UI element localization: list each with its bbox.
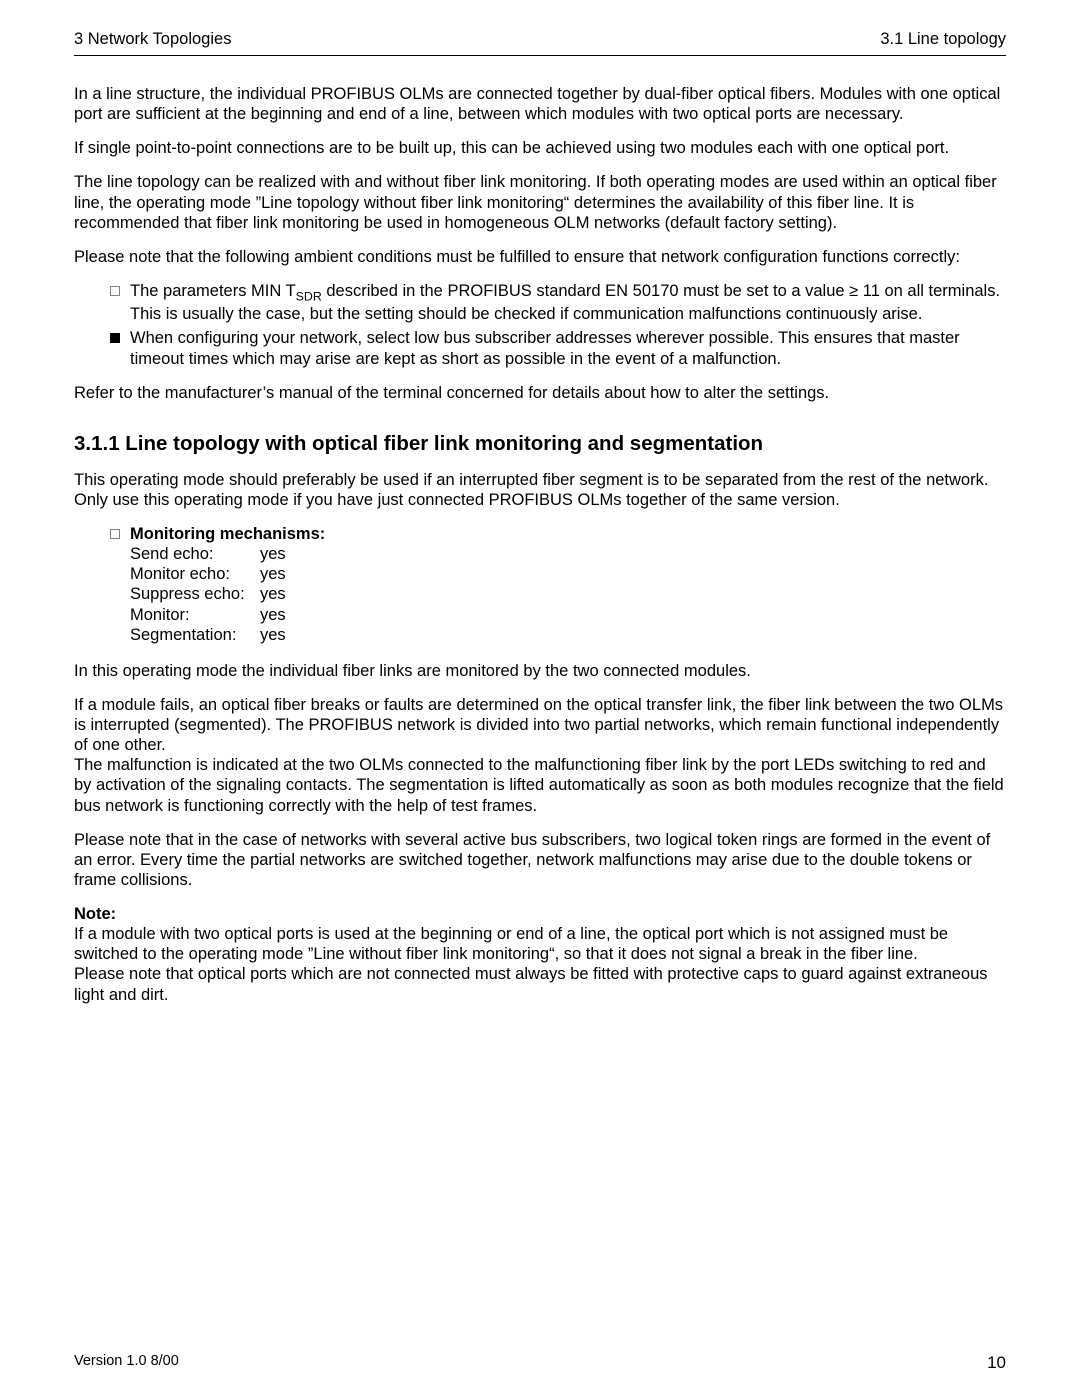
bullet-item: When configuring your network, select lo… [110,328,1006,368]
row-value: yes [260,584,286,604]
table-row: Suppress echo: yes [130,584,1006,604]
section-heading: 3.1.1 Line topology with optical fiber l… [74,431,1006,456]
table-row: Monitor: yes [130,605,1006,625]
bullet-item: Monitoring mechanisms: Send echo: yes Mo… [110,524,1006,647]
document-page: 3 Network Topologies 3.1 Line topology I… [0,0,1080,1397]
row-label: Suppress echo: [130,584,260,604]
page-footer: Version 1.0 8/00 10 [74,1353,1006,1373]
footer-version: Version 1.0 8/00 [74,1353,179,1373]
paragraph: If single point-to-point connections are… [74,138,1006,158]
paragraph: In this operating mode the individual fi… [74,661,1006,681]
monitoring-heading: Monitoring mechanisms: [130,524,1006,544]
bullet-list: The parameters MIN TSDR described in the… [110,281,1006,369]
paragraph-group: This operating mode should preferably be… [74,470,1006,510]
table-row: Send echo: yes [130,544,1006,564]
bullet-icon [110,286,120,296]
bullet-icon [110,529,120,539]
paragraph: Please note that in the case of networks… [74,830,1006,890]
bullet-text: When configuring your network, select lo… [130,328,1006,368]
table-row: Segmentation: yes [130,625,1006,645]
monitoring-block: Monitoring mechanisms: Send echo: yes Mo… [110,524,1006,647]
row-value: yes [260,564,286,584]
header-right: 3.1 Line topology [880,30,1006,49]
body-content: In a line structure, the individual PROF… [74,84,1006,1005]
paragraph-line: If a module fails, an optical fiber brea… [74,695,1006,755]
monitoring-table: Send echo: yes Monitor echo: yes Suppres… [130,544,1006,645]
table-row: Monitor echo: yes [130,564,1006,584]
monitoring-content: Monitoring mechanisms: Send echo: yes Mo… [130,524,1006,647]
paragraph-group: If a module fails, an optical fiber brea… [74,695,1006,816]
header-left: 3 Network Topologies [74,30,231,49]
bullet-text: The parameters MIN TSDR described in the… [130,281,1006,325]
note-block: Note: If a module with two optical ports… [74,904,1006,1005]
bullet-icon [110,333,120,343]
note-label: Note: [74,904,1006,924]
paragraph: The line topology can be realized with a… [74,172,1006,232]
paragraph-line: Only use this operating mode if you have… [74,490,1006,510]
paragraph: Please note that the following ambient c… [74,247,1006,267]
note-line: Please note that optical ports which are… [74,964,1006,1004]
paragraph: In a line structure, the individual PROF… [74,84,1006,124]
row-label: Send echo: [130,544,260,564]
row-value: yes [260,625,286,645]
text-part: The parameters MIN T [130,282,296,300]
paragraph: Refer to the manufacturer’s manual of th… [74,383,1006,403]
paragraph-line: The malfunction is indicated at the two … [74,755,1006,815]
note-line: If a module with two optical ports is us… [74,924,1006,964]
paragraph-line: This operating mode should preferably be… [74,470,1006,490]
subscript: SDR [296,289,322,303]
row-label: Monitor: [130,605,260,625]
footer-page-number: 10 [987,1353,1006,1373]
row-label: Monitor echo: [130,564,260,584]
row-value: yes [260,605,286,625]
bullet-item: The parameters MIN TSDR described in the… [110,281,1006,325]
row-value: yes [260,544,286,564]
page-header: 3 Network Topologies 3.1 Line topology [74,30,1006,56]
row-label: Segmentation: [130,625,260,645]
